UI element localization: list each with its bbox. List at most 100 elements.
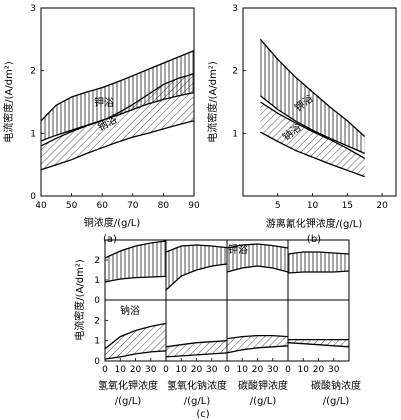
panel-c-col4-potassium-lower-line [287, 270, 350, 274]
panel-a-ylabel: 电流密度/(A/dm²) [2, 61, 15, 143]
panel-c-xlabel-2-line-2: /(g/L) [184, 396, 211, 407]
panel-c-col4-potassium-upper-line [287, 251, 350, 255]
panel-b-y-ticks: 1 2 3 [232, 4, 246, 139]
panel-c-x-tick-label: 20 [191, 365, 203, 375]
panel-c-col3-sodium-upper-line [226, 334, 289, 340]
panel-c-col3-potassium-upper-line [226, 243, 289, 249]
panel-c-y-tick-label: 2 [94, 316, 100, 326]
panel-b-y-tick-label: 2 [232, 67, 238, 77]
panel-a-y-ticks: 0 1 2 3 [30, 4, 44, 202]
panel-c-xlabel-4-line-1: 碳酸钠浓度 [311, 379, 361, 392]
panel-b-y-tick-label: 3 [232, 4, 238, 14]
panel-c-row-label-potassium: 钾浴 [228, 243, 248, 256]
panel-c-x-tick-label: 20 [252, 365, 264, 375]
panel-b: 5 10 15 20 123 钾浴 钠浴 电流密度/(A/dm²) 游离氰化钾浓度/(… [206, 4, 397, 245]
panel-c-xlabel-1-line-1: 氢氧化钾浓度 [98, 379, 158, 392]
panel-c-xlabel-3-line-1: 碳酸钾浓度 [238, 379, 288, 392]
panel-c-col1-potassium-lower-line [104, 275, 167, 283]
panel-c-x-tick-label: 10 [237, 365, 249, 375]
panel-c-col3-potassium-lower-line [226, 265, 289, 273]
panel-c-x-tick-label: 20 [313, 365, 325, 375]
panel-c-col2-potassium-lower-line [165, 263, 228, 291]
panel-c-col1-sodium-upper-line [104, 322, 167, 350]
panel-c-col1-sodium-lower-line [104, 350, 167, 360]
panel-c-col4-sodium-lower-line [287, 342, 350, 348]
panel-c-x-tick-label: 0 [102, 365, 108, 375]
panel-c-x-tick-label: 0 [224, 365, 230, 375]
panel-b-sodium-lower-line [260, 131, 365, 178]
panel-c-x-tick-label: 10 [115, 365, 127, 375]
panel-a-sodium-upper-line [40, 73, 195, 147]
panel-c-col4-potassium-band [288, 252, 349, 273]
panel-b-frame [242, 7, 397, 197]
panel-c-col3-potassium-band [227, 244, 288, 272]
panel-c-row-label-sodium: 钠浴 [120, 304, 140, 317]
panel-b-ylabel: 电流密度/(A/dm²) [206, 61, 219, 143]
panel-a-x-ticks: 40 50 60 70 80 90 [35, 193, 200, 211]
panel-c-x-tick-label: 10 [298, 365, 310, 375]
panel-c-col2-potassium-upper-line [165, 244, 228, 253]
panel-c-y-tick-label: 0 [94, 357, 100, 367]
panel-c-col3-sodium-band [227, 335, 288, 353]
panel-c-xlabel-3-line-2: /(g/L) [250, 396, 277, 407]
panel-c-y-tick-label: 0 [94, 296, 100, 306]
panel-c-xlabel-2-line-1: 氢氧化钠浓度 [167, 379, 227, 392]
panel-a-sodium-lower-line [40, 120, 195, 171]
panel-c-col2-sodium-upper-line [165, 340, 228, 348]
panel-a-x-tick-label: 70 [127, 201, 139, 211]
panel-a-series-label-potassium: 钾浴 [94, 96, 114, 109]
panel-c-x-tick-label: 10 [176, 365, 188, 375]
panel-a-xlabel: 铜浓度/(g/L) [84, 216, 141, 229]
panel-c-x-tick-label: 0 [285, 365, 291, 375]
panel-c-xlabel-1-line-2: /(g/L) [115, 396, 142, 407]
panel-c-x-tick-label: 30 [328, 365, 340, 375]
panel-c-y-tick-label: 2 [94, 256, 100, 266]
panel-c-label: (c) [196, 409, 209, 420]
panel-c-x-tick-label: 30 [206, 365, 218, 375]
panel-a-y-tick-label: 3 [30, 4, 36, 14]
panel-c-x-tick-label: 30 [145, 365, 157, 375]
panel-b-xlabel: 游离氰化钾浓度/(g/L) [266, 217, 363, 230]
panel-a-plot-area [40, 49, 195, 171]
panel-b-potassium-lower-line [259, 95, 365, 154]
panel-a-potassium-upper-line [40, 49, 195, 122]
panel-c-x-tick-label: 30 [267, 365, 279, 375]
panel-c-y-tick-label: 1 [94, 337, 100, 347]
panel-b-potassium-band [260, 39, 365, 154]
panel-c-col1-potassium-band [105, 241, 166, 282]
panel-c-xlabel-4-line-2: /(g/L) [323, 396, 350, 407]
panel-a-potassium-band [41, 50, 194, 141]
panel-c-col3-sodium-lower-line [226, 345, 289, 354]
panel-b-x-tick-label: 10 [307, 201, 319, 211]
panel-b-x-tick-label: 15 [342, 201, 353, 211]
panel-a-x-tick-label: 50 [66, 201, 78, 211]
panel-b-y-tick-label: 1 [232, 129, 238, 139]
panel-b-sodium-band [260, 102, 365, 177]
panel-c-col2-potassium-band [166, 245, 227, 290]
panel-b-x-ticks: 5 10 15 20 [275, 193, 388, 211]
panel-c-col2-sodium-lower-line [165, 352, 228, 358]
panel-a-y-tick-label: 2 [30, 67, 36, 77]
panel-b-potassium-upper-line [259, 38, 366, 137]
panel-c-col1-potassium-upper-line [104, 240, 167, 259]
panel-a-x-tick-label: 60 [96, 201, 108, 211]
panel-b-x-tick-label: 20 [376, 201, 388, 211]
panel-a-y-tick-label: 0 [30, 192, 36, 202]
panel-c-y-tick-label: 1 [94, 276, 100, 286]
panel-a-x-tick-label: 80 [158, 201, 170, 211]
panel-c-col4-sodium-band [288, 339, 349, 347]
panel-b-x-tick-label: 5 [275, 201, 281, 211]
panel-c-x-tick-label: 20 [130, 365, 142, 375]
panel-a-x-tick-label: 90 [188, 201, 200, 211]
panel-c-plot-area [104, 240, 350, 360]
panel-b-plot-area [259, 38, 366, 178]
panel-c-col1-sodium-band [105, 323, 166, 359]
panel-a-x-tick-label: 40 [35, 201, 47, 211]
panel-c-ylabel: 电流密度/(A/dm²) [73, 259, 86, 341]
panel-b-sodium-upper-line [260, 101, 366, 159]
panel-c-x-tick-label: 0 [163, 365, 169, 375]
